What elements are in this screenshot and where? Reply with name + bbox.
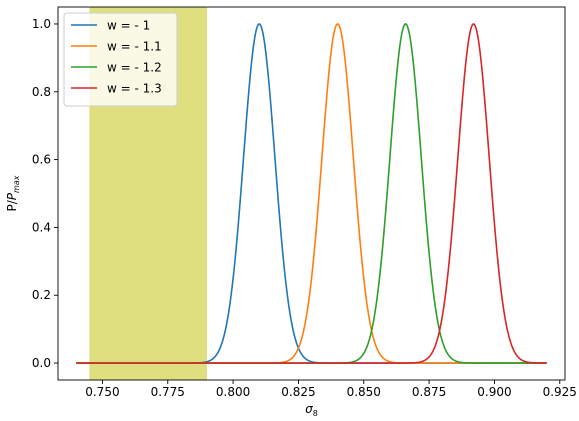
y-axis-label-sub: max: [12, 175, 21, 193]
legend-label-3: w = - 1.2: [107, 61, 162, 75]
x-tick-label: 0.750: [85, 385, 119, 399]
x-tick-label: 0.800: [216, 385, 250, 399]
plot-frame: [57, 6, 566, 381]
x-tick-label: 0.875: [412, 385, 446, 399]
legend-label-1: w = - 1: [107, 19, 150, 33]
y-tick-label: 0.0: [32, 356, 51, 370]
x-axis-label: σ8: [305, 402, 318, 418]
legend-box: [63, 12, 178, 107]
x-axis-label-sub: 8: [313, 409, 318, 418]
legend-label-2: w = - 1.1: [107, 40, 162, 54]
y-axis-label: P/Pmax: [5, 175, 21, 211]
axes: 0.750 0.775 0.800 0.825 0.850 0.875 0.900 0.925…: [5, 6, 577, 418]
legend-label-4: w = - 1.3: [107, 82, 162, 96]
x-tick-label: 0.925: [543, 385, 577, 399]
y-axis-label-italic: P: [5, 192, 19, 200]
x-tick-label: 0.850: [347, 385, 381, 399]
y-tick-label: 0.2: [32, 288, 51, 302]
legend: w = - 1 w = - 1.1 w = - 1.2 w = - 1.3: [63, 12, 178, 107]
x-tick-label: 0.825: [281, 385, 315, 399]
y-axis-label-main: P/: [5, 199, 19, 211]
x-tick-label: 0.775: [151, 385, 185, 399]
y-tick-label: 0.4: [32, 220, 51, 234]
y-tick-label: 1.0: [32, 17, 51, 31]
x-tick-label: 0.900: [477, 385, 511, 399]
y-tick-label: 0.8: [32, 85, 51, 99]
y-tick-label: 0.6: [32, 153, 51, 167]
series-line-4: [76, 23, 547, 364]
